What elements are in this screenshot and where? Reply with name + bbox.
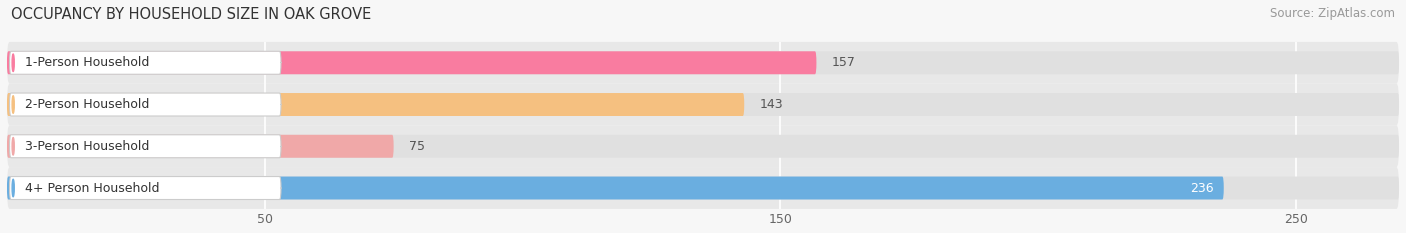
FancyBboxPatch shape [7, 177, 1223, 199]
Text: 236: 236 [1189, 182, 1213, 195]
FancyBboxPatch shape [7, 93, 1399, 116]
Circle shape [13, 54, 14, 72]
Text: 143: 143 [759, 98, 783, 111]
Circle shape [13, 96, 14, 113]
FancyBboxPatch shape [7, 42, 1399, 84]
Text: 2-Person Household: 2-Person Household [24, 98, 149, 111]
FancyBboxPatch shape [7, 125, 1399, 167]
FancyBboxPatch shape [10, 51, 281, 74]
Text: 4+ Person Household: 4+ Person Household [24, 182, 159, 195]
FancyBboxPatch shape [10, 177, 281, 199]
FancyBboxPatch shape [7, 135, 1399, 158]
Text: 75: 75 [409, 140, 425, 153]
Text: Source: ZipAtlas.com: Source: ZipAtlas.com [1270, 7, 1395, 20]
Circle shape [13, 137, 14, 155]
FancyBboxPatch shape [7, 177, 1399, 199]
Text: 3-Person Household: 3-Person Household [24, 140, 149, 153]
FancyBboxPatch shape [7, 51, 1399, 74]
Circle shape [13, 179, 14, 197]
FancyBboxPatch shape [7, 167, 1399, 209]
FancyBboxPatch shape [7, 84, 1399, 125]
FancyBboxPatch shape [7, 51, 817, 74]
FancyBboxPatch shape [7, 93, 744, 116]
FancyBboxPatch shape [10, 135, 281, 158]
FancyBboxPatch shape [7, 135, 394, 158]
Text: 1-Person Household: 1-Person Household [24, 56, 149, 69]
FancyBboxPatch shape [10, 93, 281, 116]
Text: OCCUPANCY BY HOUSEHOLD SIZE IN OAK GROVE: OCCUPANCY BY HOUSEHOLD SIZE IN OAK GROVE [11, 7, 371, 22]
Text: 157: 157 [832, 56, 856, 69]
